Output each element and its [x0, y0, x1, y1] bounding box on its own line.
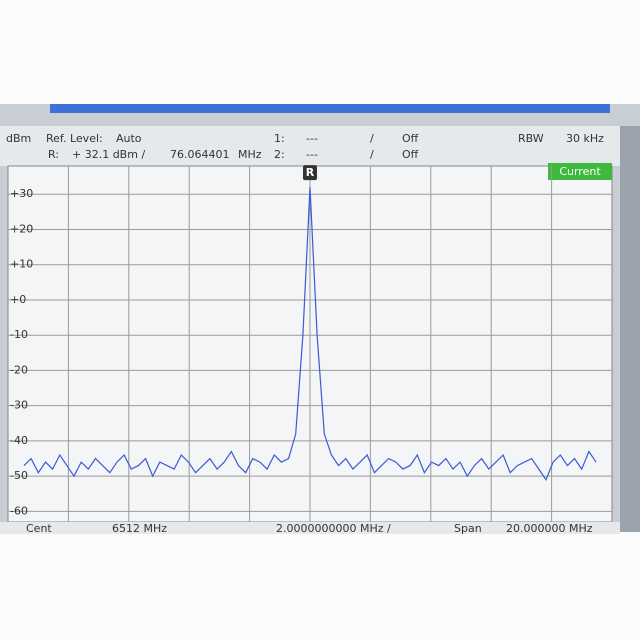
- header-panel: [0, 126, 620, 166]
- y-tick-label: -50: [10, 469, 28, 482]
- marker-r: R:: [48, 148, 59, 161]
- span-value: 20.000000 MHz: [506, 522, 593, 535]
- span-label: Span: [454, 522, 482, 535]
- trace: [23, 187, 597, 481]
- unit: dBm: [6, 132, 31, 145]
- marker-1: 1:: [274, 132, 285, 145]
- rbw-value: 30 kHz: [566, 132, 604, 145]
- photo-border: [0, 534, 640, 640]
- marker-1-value: ---: [306, 132, 318, 145]
- trace-mode: Current: [559, 165, 601, 178]
- marker-2-value: ---: [306, 148, 318, 161]
- side-panel: [620, 126, 640, 532]
- center-value: 6512 MHz: [112, 522, 167, 535]
- rbw-label: RBW: [518, 132, 544, 145]
- marker-r-freq: 76.064401: [170, 148, 230, 161]
- marker-flag: [303, 165, 317, 181]
- marker-1-sep: /: [370, 132, 374, 145]
- marker-2-sep: /: [370, 148, 374, 161]
- marker-label: R: [306, 166, 315, 179]
- trace-mode-badge: [548, 163, 612, 180]
- marker-r-unit: MHz: [238, 148, 262, 161]
- marker-2: 2:: [274, 148, 285, 161]
- y-tick-label: +0: [10, 293, 26, 306]
- y-tick-label: +20: [10, 222, 33, 235]
- title-bar: [50, 104, 610, 113]
- ref-label: Ref. Level:: [46, 132, 103, 145]
- y-tick-label: -40: [10, 434, 28, 447]
- y-tick-label: -60: [10, 504, 28, 517]
- y-tick-label: +30: [10, 187, 33, 200]
- marker-1-state: Off: [402, 132, 419, 145]
- marker-r-level: + 32.1 dBm /: [72, 148, 145, 161]
- y-tick-label: -20: [10, 363, 28, 376]
- ref-value: Auto: [116, 132, 142, 145]
- marker-2-state: Off: [402, 148, 419, 161]
- y-tick-label: +10: [10, 258, 33, 271]
- y-tick-label: -30: [10, 399, 28, 412]
- center-label: Cent: [26, 522, 52, 535]
- y-tick-label: -10: [10, 328, 28, 341]
- per-div: 2.0000000000 MHz /: [276, 522, 391, 535]
- footer-panel: [0, 522, 620, 534]
